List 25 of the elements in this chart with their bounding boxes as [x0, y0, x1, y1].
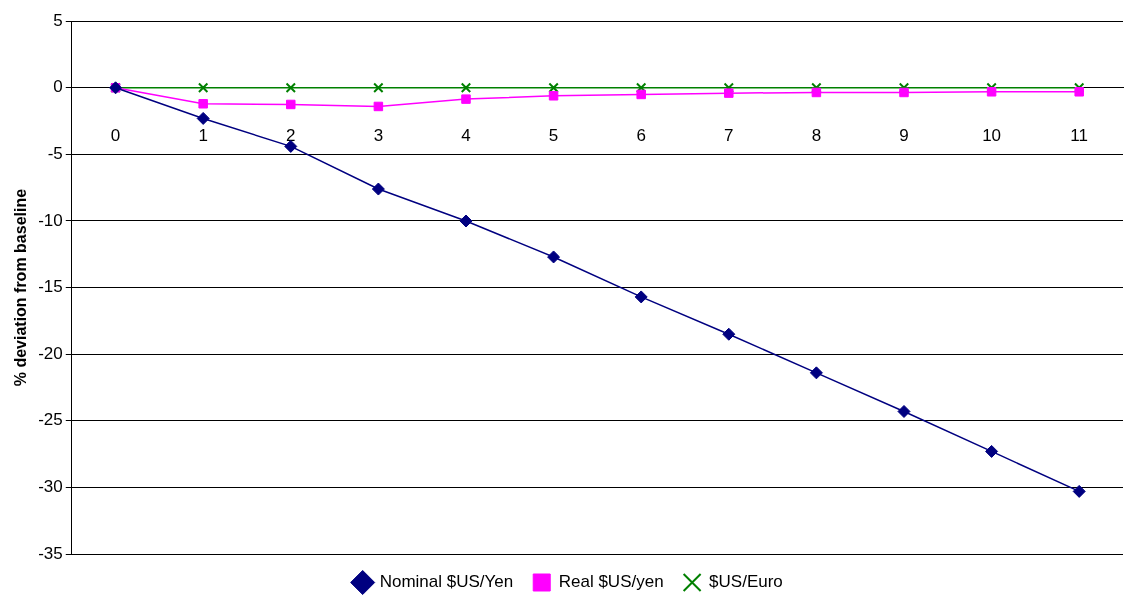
legend-label: Nominal $US/Yen [379, 572, 514, 592]
y-axis-title: % deviation from baseline [12, 188, 30, 387]
y-tick-label: -5 [47, 144, 63, 164]
y-tick-label: -10 [38, 210, 63, 230]
x-tick-label: 10 [982, 125, 1002, 145]
y-tick-label: 0 [53, 77, 63, 97]
legend-label: Real $US/yen [558, 572, 664, 592]
y-tick-label: -20 [38, 343, 63, 363]
x-tick-label: 11 [1070, 125, 1089, 145]
y-tick-label: 5 [53, 10, 63, 30]
x-tick-label: 9 [899, 125, 909, 145]
x-tick-label: 3 [373, 125, 384, 145]
y-tick-label: -25 [38, 410, 63, 430]
x-tick-label: 2 [286, 125, 296, 145]
y-tick-label: -35 [38, 543, 63, 563]
x-tick-label: 7 [724, 125, 734, 145]
x-tick-label: 4 [461, 125, 471, 145]
x-tick-label: 1 [198, 125, 208, 145]
x-tick-label: 6 [636, 125, 646, 145]
y-tick-label: -15 [38, 277, 63, 297]
x-tick-label: 5 [548, 125, 559, 145]
y-tick-label: -30 [38, 477, 63, 497]
x-tick-label: 0 [110, 125, 121, 145]
x-tick-label: 8 [811, 125, 822, 145]
legend-label: $US/Euro [709, 572, 783, 592]
